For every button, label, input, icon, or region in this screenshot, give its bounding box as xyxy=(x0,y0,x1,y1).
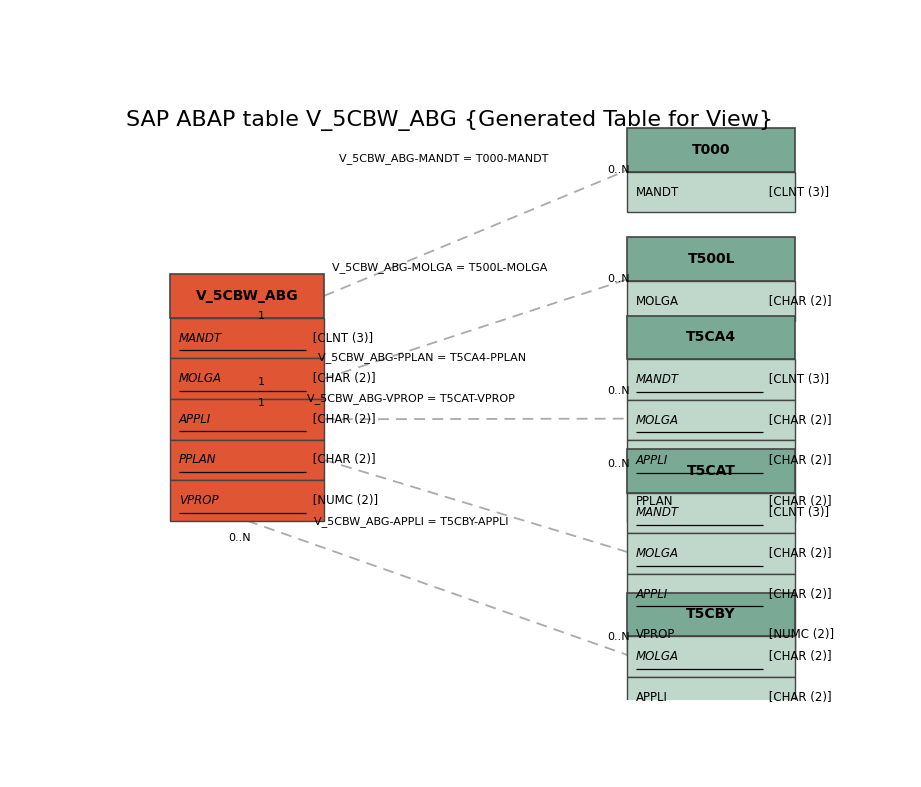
Bar xyxy=(627,677,795,718)
Text: APPLI: APPLI xyxy=(635,454,668,467)
Text: V_5CBW_ABG-PPLAN = T5CA4-PPLAN: V_5CBW_ABG-PPLAN = T5CA4-PPLAN xyxy=(318,353,526,364)
Text: [NUMC (2)]: [NUMC (2)] xyxy=(765,628,834,641)
Text: MOLGA: MOLGA xyxy=(635,650,679,663)
Text: T500L: T500L xyxy=(687,252,735,266)
Bar xyxy=(627,615,795,655)
Text: MOLGA: MOLGA xyxy=(635,547,679,560)
Text: SAP ABAP table V_5CBW_ABG {Generated Table for View}: SAP ABAP table V_5CBW_ABG {Generated Tab… xyxy=(126,109,773,131)
Bar xyxy=(170,440,324,480)
Text: T5CAT: T5CAT xyxy=(687,464,736,478)
Text: [CHAR (2)]: [CHAR (2)] xyxy=(309,372,375,385)
Text: [CHAR (2)]: [CHAR (2)] xyxy=(765,294,832,308)
Text: V_5CBW_ABG-MOLGA = T500L-MOLGA: V_5CBW_ABG-MOLGA = T500L-MOLGA xyxy=(332,262,548,272)
Text: VPROP: VPROP xyxy=(635,628,675,641)
Text: MOLGA: MOLGA xyxy=(179,372,222,385)
Text: [CLNT (3)]: [CLNT (3)] xyxy=(765,186,830,198)
Text: 0..N: 0..N xyxy=(228,533,251,543)
Bar xyxy=(627,128,795,172)
Text: [CHAR (2)]: [CHAR (2)] xyxy=(309,412,375,426)
Text: 0..N: 0..N xyxy=(608,459,630,469)
Text: [CHAR (2)]: [CHAR (2)] xyxy=(765,454,832,467)
Text: [CLNT (3)]: [CLNT (3)] xyxy=(765,373,830,386)
Text: [CHAR (2)]: [CHAR (2)] xyxy=(309,453,375,467)
Bar xyxy=(627,481,795,522)
Text: APPLI: APPLI xyxy=(635,588,668,600)
Text: [CHAR (2)]: [CHAR (2)] xyxy=(765,547,832,560)
Text: 1: 1 xyxy=(258,398,265,408)
Text: [CHAR (2)]: [CHAR (2)] xyxy=(765,650,832,663)
Bar xyxy=(627,316,795,359)
Text: [NUMC (2)]: [NUMC (2)] xyxy=(309,494,378,507)
Bar xyxy=(627,593,795,636)
Text: 0..N: 0..N xyxy=(608,274,630,284)
Bar xyxy=(627,281,795,321)
Text: APPLI: APPLI xyxy=(635,691,668,704)
Bar xyxy=(627,441,795,481)
Text: V_5CBW_ABG: V_5CBW_ABG xyxy=(196,289,298,303)
Text: MANDT: MANDT xyxy=(635,506,679,519)
Bar xyxy=(627,449,795,493)
Text: V_5CBW_ABG-APPLI = T5CBY-APPLI: V_5CBW_ABG-APPLI = T5CBY-APPLI xyxy=(314,516,508,527)
Text: 0..N: 0..N xyxy=(608,386,630,397)
Text: [CHAR (2)]: [CHAR (2)] xyxy=(765,495,832,508)
Bar xyxy=(627,493,795,533)
Text: 1: 1 xyxy=(258,377,265,387)
Text: 1: 1 xyxy=(258,311,265,320)
Text: [CHAR (2)]: [CHAR (2)] xyxy=(765,588,832,600)
Bar xyxy=(627,636,795,677)
Bar xyxy=(627,400,795,441)
Text: T5CBY: T5CBY xyxy=(686,608,736,622)
Text: V_5CBW_ABG-VPROP = T5CAT-VPROP: V_5CBW_ABG-VPROP = T5CAT-VPROP xyxy=(308,394,515,404)
Text: [CHAR (2)]: [CHAR (2)] xyxy=(765,414,832,427)
Text: MANDT: MANDT xyxy=(635,373,679,386)
Text: MANDT: MANDT xyxy=(635,186,679,198)
Text: PPLAN: PPLAN xyxy=(635,495,673,508)
Bar xyxy=(170,399,324,440)
Text: V_5CBW_ABG-MANDT = T000-MANDT: V_5CBW_ABG-MANDT = T000-MANDT xyxy=(339,153,548,164)
Bar xyxy=(627,359,795,400)
Text: T5CA4: T5CA4 xyxy=(686,331,736,345)
Bar xyxy=(170,274,324,318)
Text: MOLGA: MOLGA xyxy=(635,414,679,427)
Text: MOLGA: MOLGA xyxy=(635,294,679,308)
Bar xyxy=(627,237,795,281)
Bar xyxy=(627,533,795,574)
Text: MANDT: MANDT xyxy=(179,331,222,345)
Bar xyxy=(170,358,324,399)
Text: 0..N: 0..N xyxy=(608,632,630,642)
Bar xyxy=(170,480,324,521)
Text: PPLAN: PPLAN xyxy=(179,453,216,467)
Text: 0..N: 0..N xyxy=(607,165,630,176)
Bar xyxy=(170,318,324,358)
Bar xyxy=(627,172,795,212)
Text: [CHAR (2)]: [CHAR (2)] xyxy=(765,691,832,704)
Text: APPLI: APPLI xyxy=(179,412,211,426)
Text: [CLNT (3)]: [CLNT (3)] xyxy=(309,331,373,345)
Bar xyxy=(627,574,795,615)
Text: VPROP: VPROP xyxy=(179,494,218,507)
Text: [CLNT (3)]: [CLNT (3)] xyxy=(765,506,830,519)
Text: T000: T000 xyxy=(692,143,730,157)
